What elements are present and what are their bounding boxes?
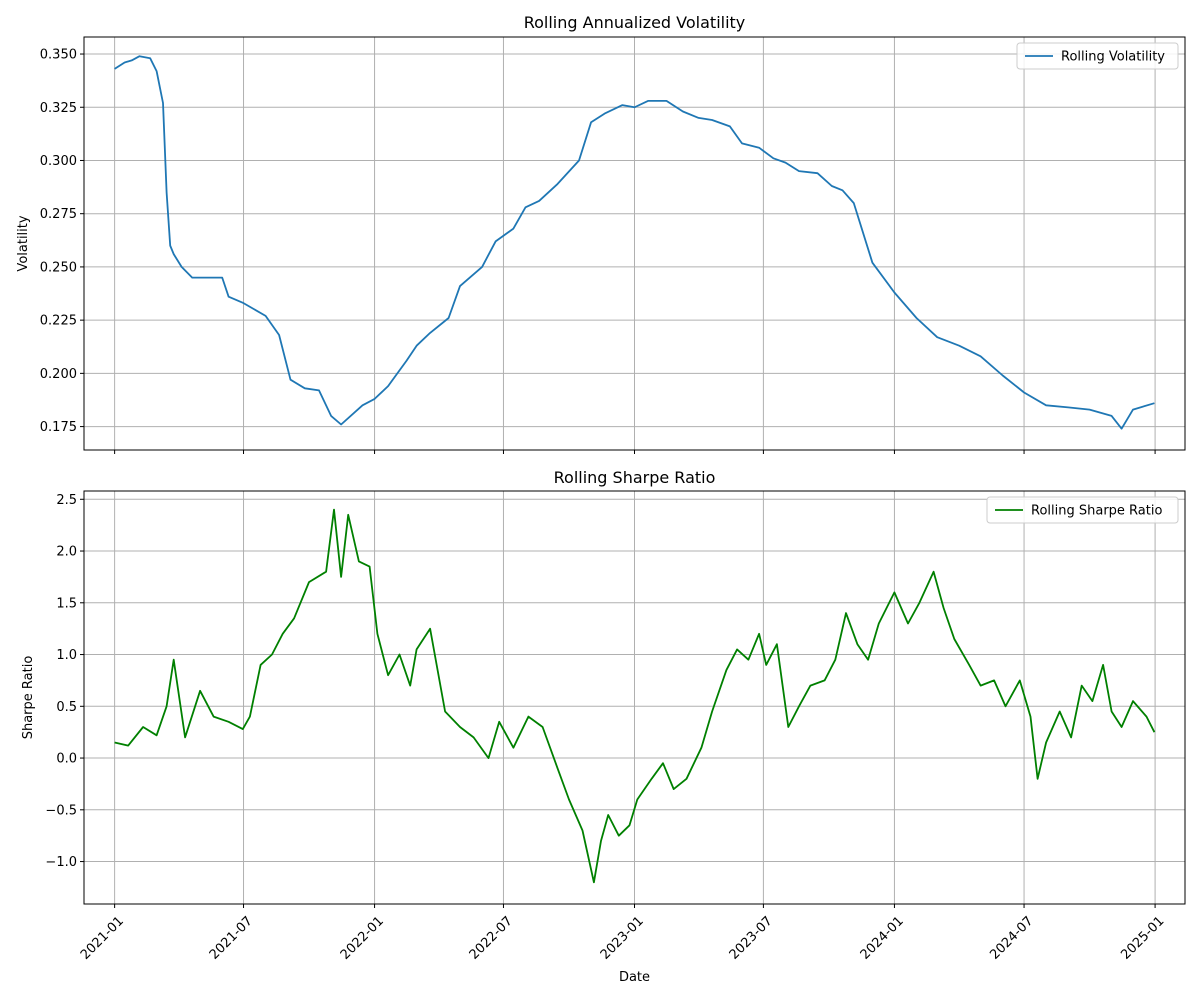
x-axis-ticks: 2021-01 2021-07 2022-01 2022-07 2023-01 2023-… <box>78 904 1167 963</box>
y-tick-label: 1.5 <box>56 596 77 611</box>
x-tick-label: 2021-01 <box>78 914 127 963</box>
series-line <box>114 55 1155 430</box>
x-tick-label: 2024-07 <box>987 914 1036 963</box>
x-axis-ticks <box>114 450 1156 454</box>
legend: Rolling Sharpe Ratio <box>986 496 1179 524</box>
x-tick-label: 2025-01 <box>1118 914 1167 963</box>
y-tick-label: 0.325 <box>40 101 77 116</box>
x-tick-label: 2023-07 <box>727 914 776 963</box>
y-tick-label: 0.250 <box>40 260 77 275</box>
chart-title: Rolling Sharpe Ratio <box>554 468 716 487</box>
legend-entry: Rolling Volatility <box>1061 50 1165 65</box>
y-tick-label: 0.225 <box>40 314 77 329</box>
volatility-chart: Rolling Annualized Volatility 0.175 0.200… <box>16 13 1186 454</box>
y-axis-label: Volatility <box>16 215 31 271</box>
y-axis-ticks: 0.175 0.200 0.225 0.250 0.275 0.300 0.325 0.350 <box>40 48 84 435</box>
series-line <box>114 508 1156 884</box>
y-tick-label: 0.175 <box>40 420 77 435</box>
legend-box <box>986 496 1179 524</box>
y-tick-label: −0.5 <box>45 803 77 818</box>
y-tick-label: 0.200 <box>40 367 77 382</box>
plot-frame <box>83 490 1186 905</box>
sharpe-chart: Rolling Sharpe Ratio −1.0 −0.5 0.0 0.5 1.0 1.… <box>21 468 1186 985</box>
y-tick-label: 0.300 <box>40 154 77 169</box>
x-tick-label: 2024-01 <box>858 914 907 963</box>
legend-entry: Rolling Sharpe Ratio <box>1031 504 1162 519</box>
y-tick-label: 0.275 <box>40 207 77 222</box>
y-axis-label: Sharpe Ratio <box>21 656 36 740</box>
x-tick-label: 2021-07 <box>207 914 256 963</box>
chart-title: Rolling Annualized Volatility <box>524 13 746 32</box>
y-tick-label: 0.5 <box>56 700 77 715</box>
y-tick-label: −1.0 <box>45 855 77 870</box>
y-tick-label: 2.5 <box>56 493 77 508</box>
y-tick-label: 0.0 <box>56 752 77 767</box>
x-tick-label: 2022-07 <box>467 914 516 963</box>
legend: Rolling Volatility <box>1016 42 1179 70</box>
x-axis-label: Date <box>619 970 650 985</box>
y-tick-label: 1.0 <box>56 648 77 663</box>
plot-frame <box>83 36 1186 451</box>
y-axis-ticks: −1.0 −0.5 0.0 0.5 1.0 1.5 2.0 2.5 <box>45 493 84 870</box>
grid <box>84 491 1185 904</box>
x-tick-label: 2022-01 <box>338 914 387 963</box>
y-tick-label: 2.0 <box>56 545 77 560</box>
y-tick-label: 0.350 <box>40 48 77 63</box>
x-tick-label: 2023-01 <box>598 914 647 963</box>
legend-box <box>1016 42 1179 70</box>
